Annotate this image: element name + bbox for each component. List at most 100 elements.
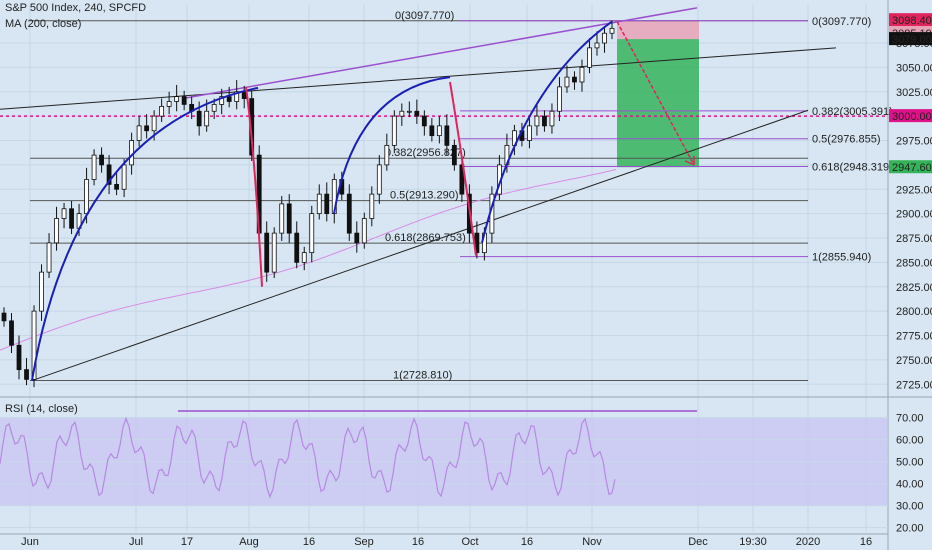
candle-body bbox=[121, 164, 127, 190]
time-axis-tick: 16 bbox=[521, 536, 533, 548]
time-axis-tick: 16 bbox=[860, 536, 872, 548]
fib-level-label: 0.5(2913.290) bbox=[390, 190, 459, 202]
chart-title: S&P 500 Index, 240, SPCFD bbox=[5, 2, 147, 14]
candle-body bbox=[444, 125, 450, 146]
rsi-axis-tick: 60.00 bbox=[896, 435, 924, 447]
candle-body bbox=[459, 164, 465, 195]
candle-body bbox=[414, 110, 420, 117]
fib-level-label: 0.618(2869.753) bbox=[385, 232, 466, 244]
candle-body bbox=[159, 105, 165, 117]
selloff-curve bbox=[245, 86, 263, 287]
candle-body bbox=[549, 110, 555, 127]
candle-body bbox=[16, 344, 22, 371]
candle-body bbox=[294, 232, 300, 263]
candle-body bbox=[226, 96, 232, 102]
candle-body bbox=[39, 271, 44, 312]
time-axis-tick: Sep bbox=[354, 536, 374, 548]
stop-loss-zone bbox=[617, 20, 699, 40]
candle-body bbox=[106, 164, 112, 185]
candle-body bbox=[61, 208, 67, 219]
candle-body bbox=[204, 110, 210, 127]
rsi-axis-tick: 30.00 bbox=[896, 501, 924, 513]
rsi-axis-tick: 40.00 bbox=[896, 479, 924, 491]
candle-body bbox=[9, 320, 14, 346]
candle-body bbox=[1, 312, 7, 322]
projection-arrow bbox=[616, 21, 695, 166]
price-axis-tick: 3050.000 bbox=[896, 62, 932, 74]
candle-body bbox=[174, 96, 180, 102]
time-axis-tick: Nov bbox=[582, 536, 602, 548]
resistance-trendline bbox=[0, 47, 837, 110]
candle-body bbox=[451, 144, 457, 166]
fib-level-label: 1(2728.810) bbox=[393, 370, 452, 382]
candle-body bbox=[144, 125, 150, 132]
fib-level-label: 0.382(3005.391) bbox=[812, 106, 893, 118]
fib-level-label: 1(2855.940) bbox=[812, 252, 871, 264]
support-trendline bbox=[31, 109, 809, 382]
candle-body bbox=[534, 115, 540, 127]
candle-body bbox=[384, 144, 390, 166]
candle-body bbox=[279, 203, 285, 234]
rally-arc bbox=[481, 20, 613, 244]
time-axis-tick: 19:30 bbox=[739, 536, 767, 548]
candle-body bbox=[84, 179, 89, 215]
time-axis-tick: 17 bbox=[181, 536, 193, 548]
candle-body bbox=[54, 218, 59, 244]
candle-body bbox=[286, 203, 292, 234]
candle-body bbox=[542, 115, 547, 127]
price-label: 2947.600 bbox=[892, 162, 932, 174]
candle-body bbox=[369, 193, 375, 219]
price-axis-tick: 2900.000 bbox=[896, 209, 932, 221]
rsi-line bbox=[0, 416, 616, 499]
rsi-axis-tick: 20.00 bbox=[896, 523, 924, 535]
candle-body bbox=[354, 232, 360, 244]
selloff-curve bbox=[449, 81, 477, 256]
candle-body bbox=[91, 154, 97, 180]
candle-body bbox=[31, 310, 37, 380]
time-axis-tick: Aug bbox=[239, 536, 259, 548]
time-axis-tick: 16 bbox=[303, 536, 315, 548]
candle-body bbox=[211, 104, 217, 112]
candle-body bbox=[309, 213, 315, 254]
price-axis-tick: 2725.000 bbox=[896, 379, 932, 391]
candle-body bbox=[361, 218, 367, 244]
candle-body bbox=[376, 164, 382, 195]
time-axis-tick: Dec bbox=[688, 536, 708, 548]
time-axis-tick: 2020 bbox=[796, 536, 820, 548]
ma-legend: MA (200, close) bbox=[5, 18, 82, 30]
candle-body bbox=[99, 154, 104, 166]
price-label: 3079.000 bbox=[892, 34, 932, 46]
price-label-bg bbox=[889, 32, 932, 46]
price-axis-tick: 2850.000 bbox=[896, 257, 932, 269]
rally-arc bbox=[31, 86, 259, 381]
candle-body bbox=[301, 252, 307, 263]
candle-body bbox=[241, 91, 247, 99]
moving-average-200 bbox=[0, 169, 617, 351]
candle-body bbox=[594, 42, 600, 49]
candle-body bbox=[557, 86, 562, 112]
candle-body bbox=[429, 125, 435, 137]
candle-body bbox=[324, 193, 330, 215]
candle-body bbox=[271, 232, 277, 273]
candle-body bbox=[564, 76, 570, 88]
candle-body bbox=[136, 125, 142, 141]
price-label-bg bbox=[889, 13, 932, 27]
candle-body bbox=[421, 115, 427, 127]
price-axis-tick: 2800.000 bbox=[896, 306, 932, 318]
time-axis-tick: Jul bbox=[129, 536, 143, 548]
candle-body bbox=[181, 96, 187, 105]
fib-level-label: 0.618(2948.319) bbox=[812, 162, 893, 174]
price-axis-tick: 2975.000 bbox=[896, 136, 932, 148]
candle-body bbox=[436, 125, 442, 137]
projection-arrowhead bbox=[684, 155, 695, 166]
candle-body bbox=[166, 101, 172, 107]
fib-level-label: 0(3097.770) bbox=[812, 16, 871, 28]
candle-body bbox=[527, 125, 532, 141]
candle-body bbox=[234, 91, 240, 102]
candle-body bbox=[346, 193, 352, 234]
fib-level-label: 0.382(2956.827) bbox=[385, 147, 466, 159]
candle-body bbox=[69, 208, 74, 229]
candle-body bbox=[572, 76, 577, 83]
